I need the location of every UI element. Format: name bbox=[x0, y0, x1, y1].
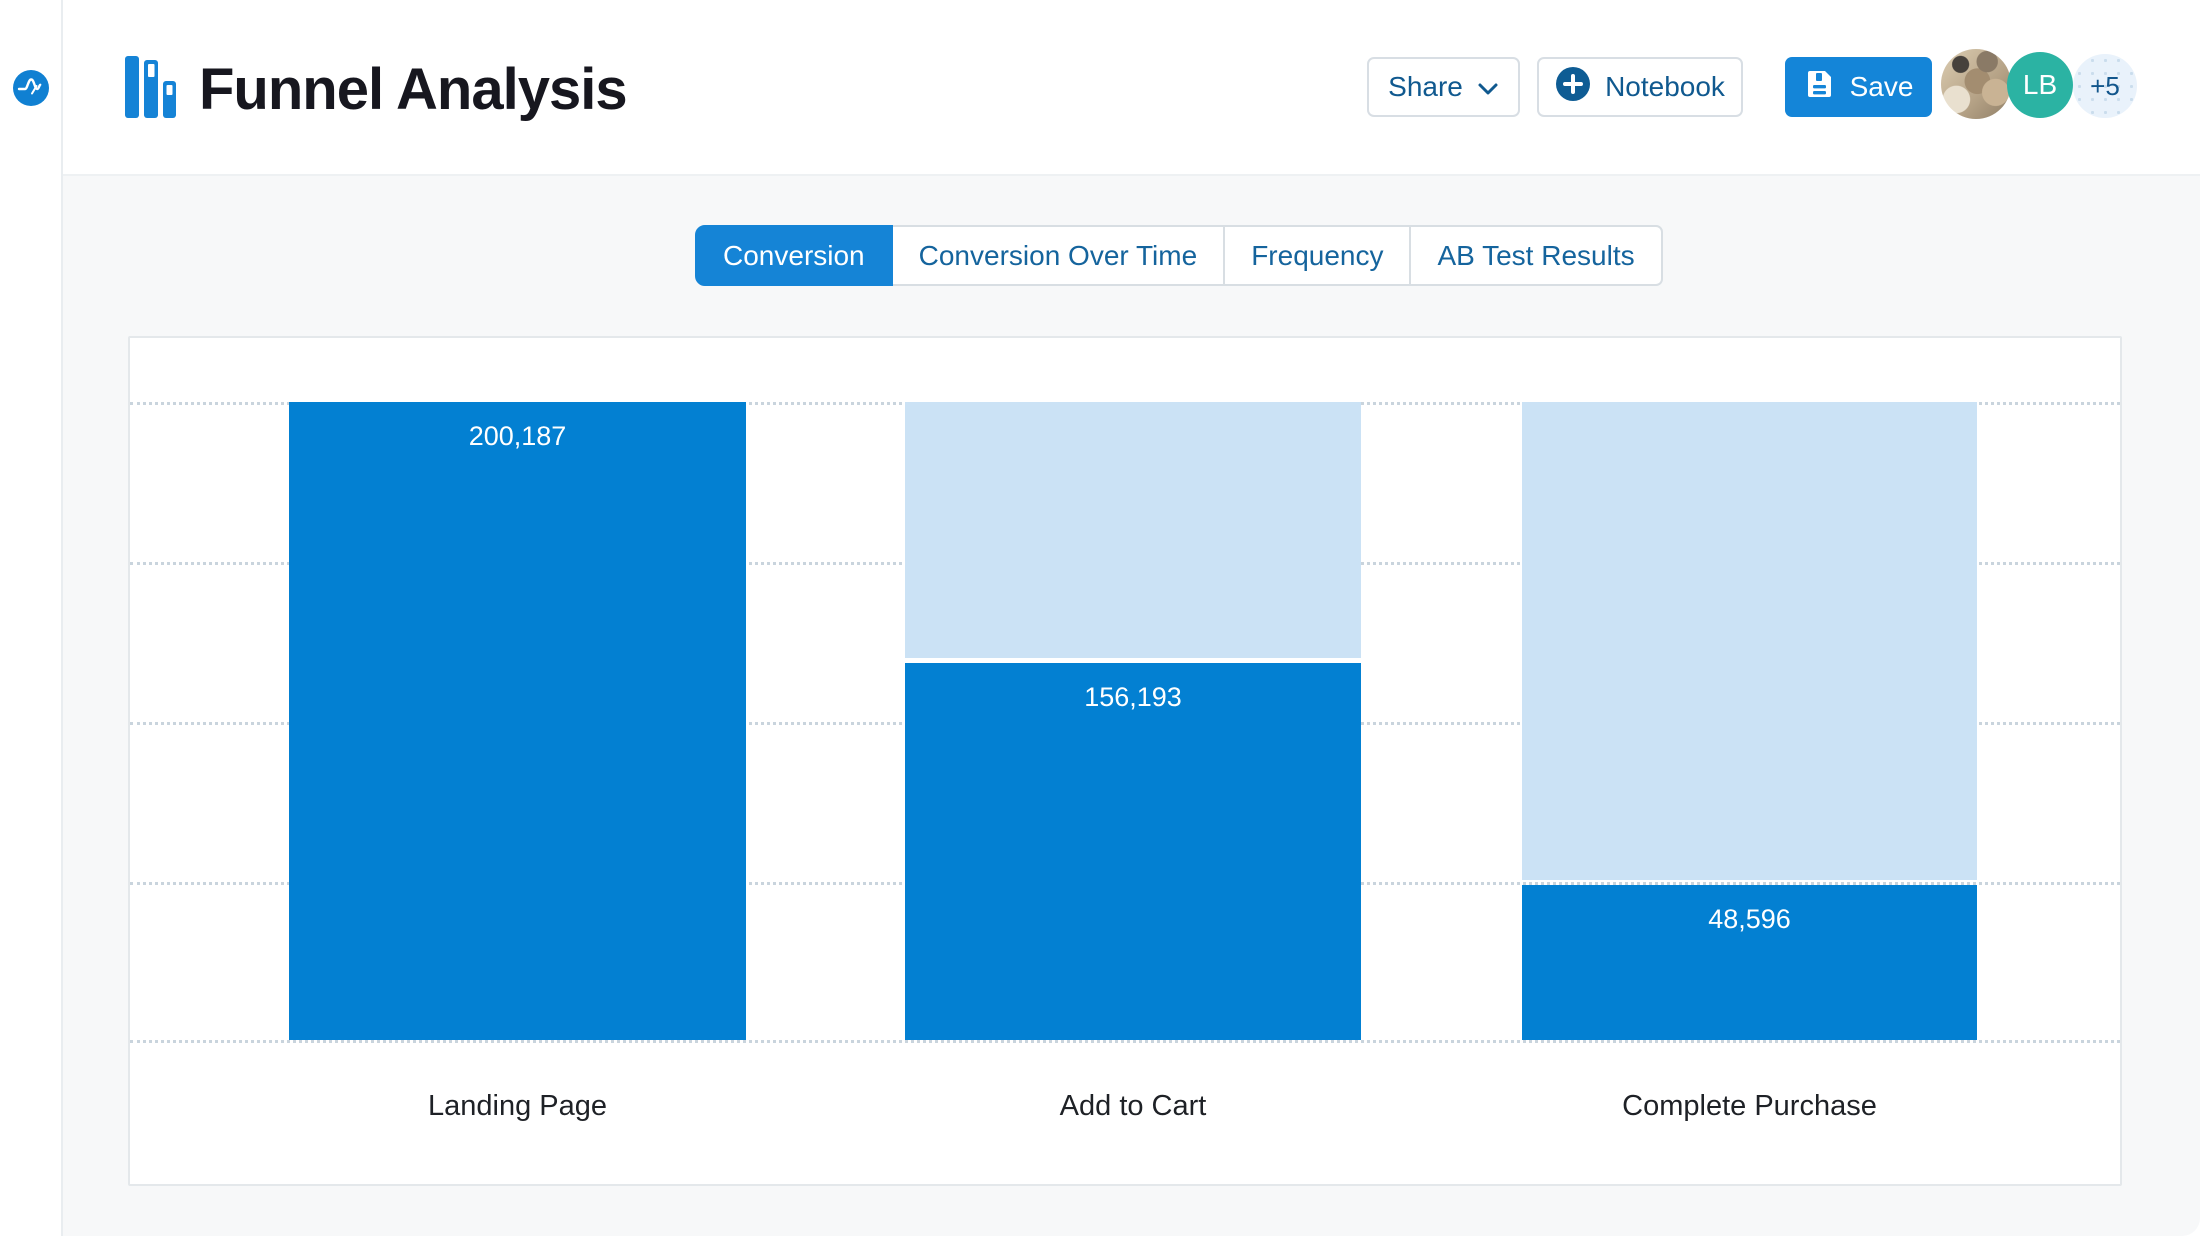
funnel-column-complete-purchase: 48,596 bbox=[1522, 402, 1977, 1040]
app-window: Funnel Analysis Share Notebook bbox=[0, 0, 2200, 1236]
tab-frequency[interactable]: Frequency bbox=[1223, 225, 1411, 286]
tab-ab-test-results[interactable]: AB Test Results bbox=[1409, 225, 1662, 286]
amplitude-logo-icon[interactable] bbox=[13, 70, 49, 106]
avatar-overflow-badge[interactable]: +5 bbox=[2073, 54, 2137, 118]
category-label: Complete Purchase bbox=[1522, 1090, 1977, 1123]
bar-value-label: 200,187 bbox=[289, 421, 746, 452]
notebook-button[interactable]: Notebook bbox=[1537, 57, 1743, 117]
left-rail bbox=[0, 0, 63, 1236]
tab-conversion-over-time[interactable]: Conversion Over Time bbox=[891, 225, 1226, 286]
save-button-label: Save bbox=[1850, 71, 1914, 103]
funnel-bar-dropoff[interactable] bbox=[1522, 402, 1977, 880]
save-floppy-icon bbox=[1804, 68, 1836, 107]
user-avatar-initials[interactable]: LB bbox=[2007, 52, 2073, 118]
page-title: Funnel Analysis bbox=[199, 56, 627, 123]
funnel-column-add-to-cart: 156,193 bbox=[905, 402, 1361, 1040]
funnel-column-landing-page: 200,187 bbox=[289, 402, 746, 1040]
share-button-label: Share bbox=[1388, 71, 1463, 103]
chart-type-tabs: Conversion Conversion Over Time Frequenc… bbox=[695, 225, 1663, 286]
page-body: Conversion Conversion Over Time Frequenc… bbox=[63, 176, 2200, 1236]
bar-value-label: 48,596 bbox=[1522, 904, 1977, 935]
notebook-button-label: Notebook bbox=[1605, 71, 1725, 103]
header: Funnel Analysis Share Notebook bbox=[63, 0, 2200, 176]
chevron-down-icon bbox=[1477, 71, 1499, 103]
funnel-bar-converted[interactable]: 48,596 bbox=[1522, 885, 1977, 1040]
category-label: Add to Cart bbox=[905, 1090, 1361, 1123]
chart-panel: 200,187 156,193 48,596 Landing Page Add … bbox=[128, 336, 2122, 1186]
category-label: Landing Page bbox=[289, 1090, 746, 1123]
funnel-bar-converted[interactable]: 156,193 bbox=[905, 663, 1361, 1040]
user-avatar-photo[interactable] bbox=[1941, 49, 2011, 119]
title-group: Funnel Analysis bbox=[125, 52, 627, 126]
share-button[interactable]: Share bbox=[1367, 57, 1520, 117]
funnel-chart-icon bbox=[125, 56, 181, 123]
funnel-bar-dropoff[interactable] bbox=[905, 402, 1361, 658]
save-button[interactable]: Save bbox=[1785, 57, 1932, 117]
gridline bbox=[130, 1040, 2120, 1043]
bar-value-label: 156,193 bbox=[905, 682, 1361, 713]
plus-circle-icon bbox=[1555, 66, 1591, 109]
tab-conversion[interactable]: Conversion bbox=[695, 225, 893, 286]
funnel-bar-converted[interactable]: 200,187 bbox=[289, 402, 746, 1040]
